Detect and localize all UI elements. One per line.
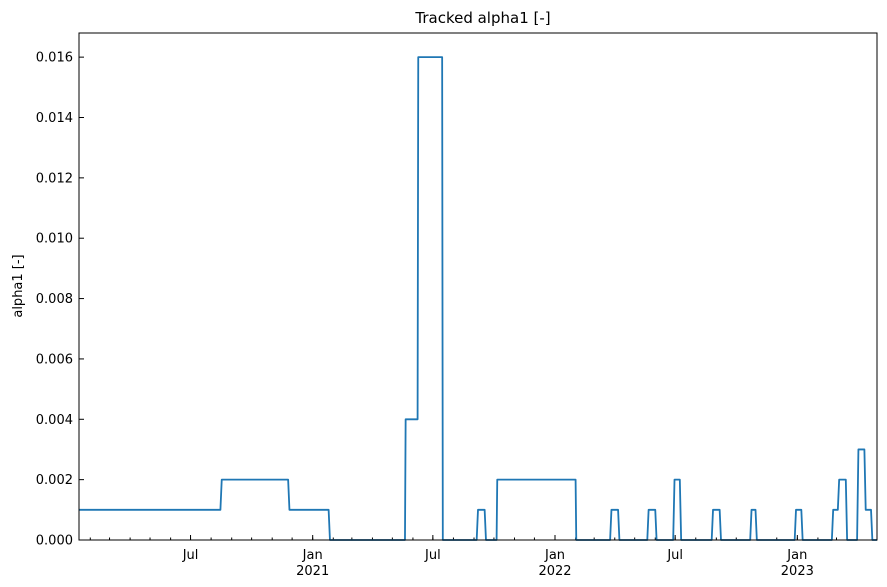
chart-title: Tracked alpha1 [-]	[414, 9, 550, 27]
plot-frame	[78, 32, 878, 541]
y-tick-label: 0.008	[36, 292, 73, 307]
y-tick-label: 0.000	[36, 534, 73, 549]
x-tick-year-label: 2023	[781, 564, 814, 579]
x-tick-label: Jul	[424, 548, 441, 563]
x-tick-year-label: 2022	[538, 564, 571, 579]
series-line	[79, 56, 877, 541]
y-tick-label: 0.006	[36, 352, 73, 367]
y-tick-label: 0.016	[36, 51, 73, 66]
x-tick-label: Jul	[666, 548, 683, 563]
x-tick-label: Jul	[182, 548, 199, 563]
y-axis: 0.000 0.002 0.004 0.006 0.008 0.010 0.012 0.014…	[36, 51, 84, 549]
x-tick-label: Jan	[302, 548, 323, 563]
series-layer	[79, 56, 877, 541]
y-tick-label: 0.010	[36, 232, 73, 247]
y-tick-label: 0.014	[36, 111, 73, 126]
x-tick-label: Jan	[544, 548, 565, 563]
x-tick-label: Jan	[786, 548, 807, 563]
y-axis-label: alpha1 [-]	[11, 254, 26, 317]
y-tick-label: 0.002	[36, 473, 73, 488]
y-tick-label: 0.004	[36, 413, 73, 428]
x-tick-year-label: 2021	[296, 564, 329, 579]
y-tick-label: 0.012	[36, 171, 73, 186]
